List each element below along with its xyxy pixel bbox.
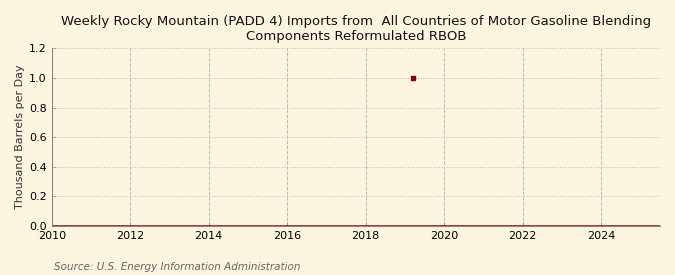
Title: Weekly Rocky Mountain (PADD 4) Imports from  All Countries of Motor Gasoline Ble: Weekly Rocky Mountain (PADD 4) Imports f…: [61, 15, 651, 43]
Y-axis label: Thousand Barrels per Day: Thousand Barrels per Day: [15, 65, 25, 210]
Text: Source: U.S. Energy Information Administration: Source: U.S. Energy Information Administ…: [54, 262, 300, 272]
